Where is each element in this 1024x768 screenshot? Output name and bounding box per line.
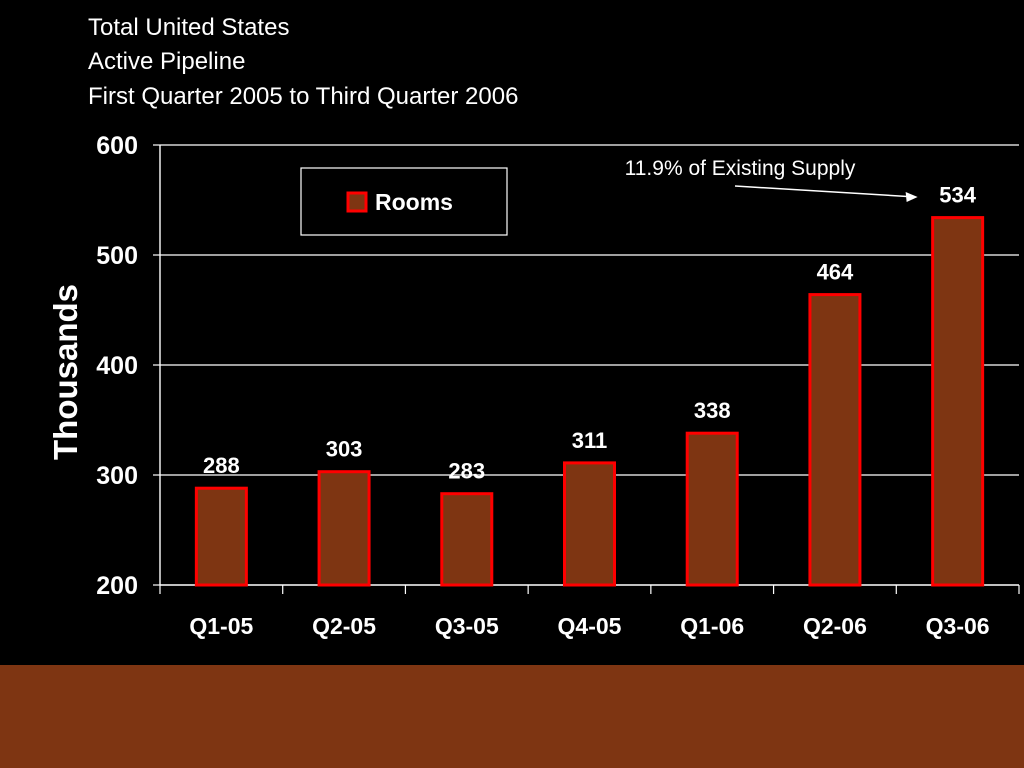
y-tick-label: 400: [96, 352, 138, 380]
title-line-2: Active Pipeline: [88, 48, 246, 75]
footer-band: [0, 665, 1024, 768]
x-tick-label: Q2-05: [312, 613, 376, 639]
data-label: 288: [203, 453, 240, 478]
gridlines: [160, 144, 1019, 476]
x-tick-label: Q1-05: [189, 613, 253, 639]
legend-swatch: [346, 191, 368, 213]
y-tick-label: 300: [96, 462, 138, 490]
data-labels: 288 303 283 311 338 464 534: [203, 183, 977, 484]
title-line-3: First Quarter 2005 to Third Quarter 2006: [88, 83, 519, 110]
bar: [685, 431, 739, 587]
x-tick-label: Q2-06: [803, 613, 867, 639]
annotation-arrow: [734, 185, 912, 198]
annotation: 11.9% of Existing Supply: [625, 157, 918, 202]
bar: [194, 486, 248, 587]
legend: Rooms: [300, 167, 508, 236]
bar: [440, 492, 494, 587]
data-label: 303: [326, 437, 363, 462]
data-label: 338: [694, 398, 731, 423]
x-tick-label: Q3-06: [926, 613, 990, 639]
bar: [931, 216, 985, 587]
legend-box: [300, 167, 508, 236]
y-tick-label: 600: [96, 132, 138, 160]
bar: [563, 461, 616, 587]
x-tick-label: Q4-05: [558, 613, 622, 639]
axes: 200 300 400 500 600 Thousands Q1-05 Q2-05 Q3-05 Q…: [47, 132, 1020, 639]
y-tick-label: 200: [96, 572, 138, 600]
title-line-1: Total United States: [88, 14, 290, 41]
x-tick-label: Q1-06: [680, 613, 744, 639]
x-tick-label: Q3-05: [435, 613, 499, 639]
bar-chart: 200 300 400 500 600 Thousands Q1-05 Q2-05 Q3-05 Q…: [47, 132, 1020, 639]
data-label: 311: [572, 428, 608, 453]
bar: [808, 293, 862, 587]
data-label: 283: [448, 459, 485, 484]
annotation-arrowhead: [905, 192, 918, 202]
bars: [194, 216, 985, 587]
bar: [317, 470, 371, 587]
y-axis-label: Thousands: [47, 284, 84, 460]
legend-label: Rooms: [375, 189, 453, 215]
data-label: 534: [939, 183, 976, 208]
y-tick-label: 500: [96, 242, 138, 270]
data-label: 464: [817, 260, 854, 285]
annotation-text: 11.9% of Existing Supply: [625, 157, 856, 180]
